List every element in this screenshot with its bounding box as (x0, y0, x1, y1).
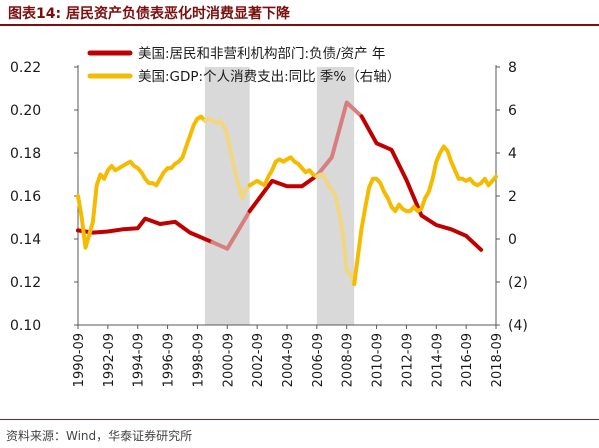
x-tick-label: 2006-09 (311, 333, 326, 387)
x-tick-label: 2008-09 (341, 333, 356, 387)
right-y-tick-label: 4 (508, 146, 517, 162)
x-tick-label: 2014-09 (430, 333, 445, 387)
x-tick-label: 2000-09 (221, 333, 236, 387)
x-tick-label: 1990-09 (72, 333, 87, 387)
left-y-tick-label: 0.10 (10, 318, 41, 334)
right-y-tick-label: 2 (508, 189, 517, 205)
left-y-tick-label: 0.14 (10, 232, 41, 248)
x-tick-label: 2012-09 (400, 333, 415, 387)
x-tick-label: 2018-09 (490, 333, 505, 387)
series-line-1-shaded (210, 209, 252, 251)
x-tick-label: 2004-09 (281, 333, 296, 387)
right-y-axis: (4) (2) 0 2 4 6 8 (496, 60, 528, 334)
source-note: 资料来源：Wind，华泰证券研究所 (6, 429, 193, 443)
plot-frame (77, 65, 497, 326)
x-tick-label: 2010-09 (371, 333, 386, 387)
right-y-tick-label: (2) (508, 275, 528, 291)
title-divider (0, 24, 599, 26)
legend: 美国:居民和非营利机构部门:负债/资产 年美国:GDP:个人消费支出:同比 季%… (87, 46, 400, 85)
series-line-2 (76, 114, 207, 250)
right-y-tick-label: 8 (508, 60, 517, 76)
right-y-tick-label: (4) (508, 318, 528, 334)
source-divider (0, 419, 599, 420)
left-y-tick-label: 0.18 (10, 146, 41, 162)
left-y-tick-label: 0.22 (10, 60, 41, 76)
series-line-1 (247, 173, 319, 214)
series-line-1 (76, 216, 215, 245)
series-line-2 (247, 155, 319, 188)
line-chart: 0.10 0.12 0.14 0.16 0.18 0.20 0.22 (4) (2) 0 2 4 6 8… (10, 46, 528, 387)
legend-label-2: 美国:GDP:个人消费支出:同比 季%（右轴） (138, 69, 400, 85)
legend-label-1: 美国:居民和非营利机构部门:负债/资产 年 (138, 46, 385, 62)
left-y-tick-label: 0.20 (10, 103, 41, 119)
series-line-2 (352, 144, 498, 287)
series-lines (76, 100, 498, 287)
series-line-1-shaded (314, 100, 364, 178)
recession-bands (204, 67, 355, 325)
x-axis: 1990-09 1992-09 1994-09 1996-09 1998-09 2000-… (72, 325, 505, 387)
left-y-tick-label: 0.12 (10, 275, 41, 291)
right-y-tick-label: 6 (508, 103, 517, 119)
x-tick-label: 1996-09 (162, 333, 177, 387)
left-y-axis: 0.10 0.12 0.14 0.16 0.18 0.20 0.22 (10, 60, 78, 334)
right-y-tick-label: 0 (508, 232, 517, 248)
left-y-tick-label: 0.16 (10, 189, 41, 205)
x-tick-label: 1998-09 (191, 333, 206, 387)
series-line-1 (359, 114, 484, 252)
series-line-2-shaded (202, 116, 252, 201)
figure-title: 图表14: 居民资产负债表恶化时消费显著下降 (8, 6, 290, 22)
x-tick-label: 1992-09 (102, 333, 117, 387)
x-tick-label: 2016-09 (460, 333, 475, 387)
x-tick-label: 2002-09 (251, 333, 266, 387)
x-tick-label: 1994-09 (132, 333, 147, 387)
figure-title-bar: 图表14: 居民资产负债表恶化时消费显著下降 (0, 0, 599, 24)
series-line-2-shaded (314, 172, 357, 287)
